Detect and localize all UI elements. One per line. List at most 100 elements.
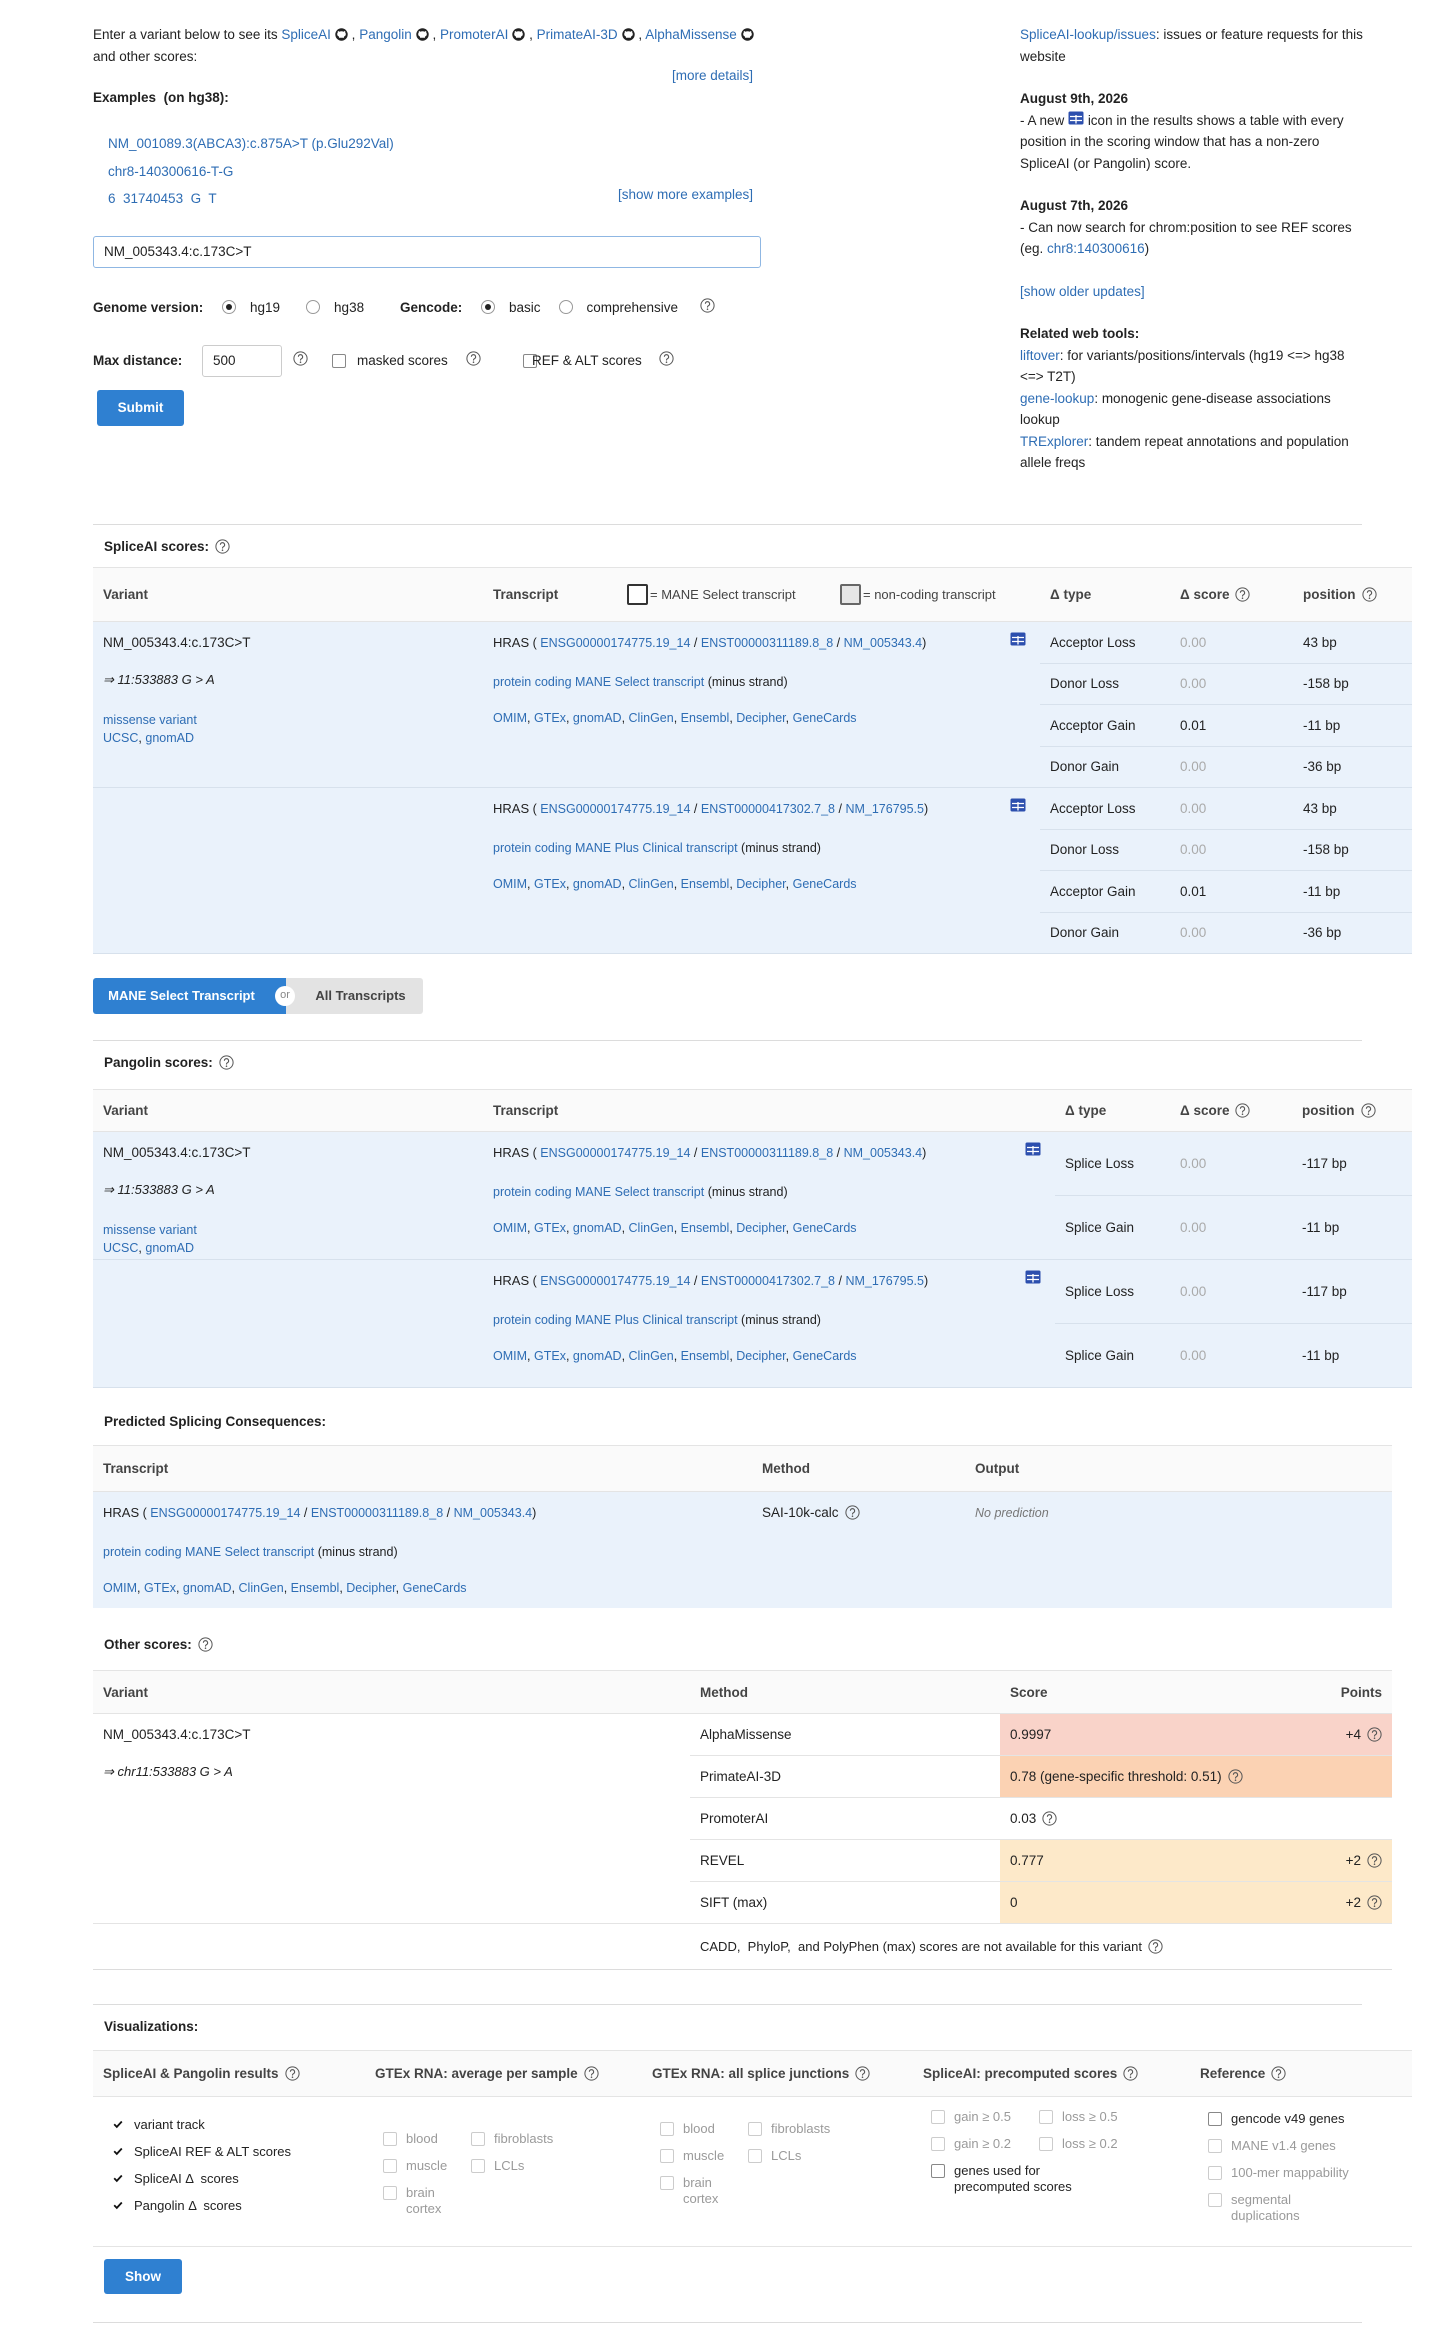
external-link[interactable]: OMIM [493, 1221, 528, 1235]
external-link[interactable]: Decipher [736, 711, 786, 725]
help-icon[interactable] [1360, 1103, 1376, 1118]
checkbox[interactable] [112, 2145, 125, 2158]
mane-tag[interactable]: MANE Select transcript [575, 675, 705, 689]
help-icon[interactable] [219, 1055, 234, 1070]
toggle-active[interactable]: MANE Select Transcript [93, 978, 286, 1014]
toggle-other[interactable]: All Transcripts [286, 978, 423, 1014]
update-link[interactable]: chr8:140300616 [1047, 241, 1145, 256]
external-link[interactable]: ClinGen [628, 1349, 674, 1363]
external-link[interactable]: GeneCards [792, 711, 857, 725]
external-link[interactable]: GeneCards [792, 1221, 857, 1235]
help-icon[interactable] [198, 1637, 213, 1652]
transcript-link[interactable]: NM_176795.5 [845, 1274, 924, 1288]
help-icon[interactable] [1228, 1769, 1243, 1784]
table-icon[interactable] [1010, 632, 1026, 646]
table-icon-button[interactable] [1010, 798, 1026, 815]
external-link[interactable]: Decipher [346, 1581, 396, 1595]
external-link[interactable]: Ensembl [680, 1349, 730, 1363]
tool-link[interactable]: PrimateAI-3D [536, 27, 618, 42]
variant-link[interactable]: UCSC [103, 1241, 139, 1255]
help-icon[interactable] [215, 539, 230, 554]
external-link[interactable]: GTEx [534, 711, 566, 725]
biotype[interactable]: protein coding [493, 841, 572, 855]
checkbox[interactable] [112, 2172, 125, 2185]
tool-link[interactable]: PromoterAI [440, 27, 509, 42]
external-link[interactable]: ClinGen [628, 1221, 674, 1235]
issues-link[interactable]: SpliceAI-lookup/issues [1020, 27, 1156, 42]
transcript-link[interactable]: NM_176795.5 [845, 802, 924, 816]
show-more-examples[interactable]: [show more examples] [617, 187, 753, 202]
show-older-updates[interactable]: [show older updates] [1020, 283, 1145, 299]
tool-link[interactable]: Pangolin [359, 27, 412, 42]
table-icon[interactable] [1010, 798, 1026, 812]
external-link[interactable]: ClinGen [628, 711, 674, 725]
external-link[interactable]: GTEx [534, 1221, 566, 1235]
biotype[interactable]: protein coding [493, 1185, 572, 1199]
transcript-link[interactable]: NM_005343.4 [843, 636, 923, 650]
help-icon[interactable] [1148, 1939, 1163, 1954]
help-icon[interactable] [1367, 1895, 1382, 1910]
related-link[interactable]: TRExplorer [1020, 433, 1089, 449]
radio[interactable] [481, 300, 495, 314]
related-link[interactable]: liftover [1020, 347, 1060, 363]
transcript-link[interactable]: ENST00000311189.8_8 [700, 636, 834, 650]
external-link[interactable]: GeneCards [792, 1349, 857, 1363]
transcript-link[interactable]: ENST00000417302.7_8 [700, 802, 835, 816]
external-link[interactable]: Decipher [736, 1349, 786, 1363]
more-details[interactable]: [more details] [671, 68, 753, 83]
transcript-link[interactable]: ENSG00000174775.19_14 [540, 802, 691, 816]
mane-tag[interactable]: MANE Select transcript [185, 1545, 315, 1559]
external-link[interactable]: OMIM [493, 1349, 528, 1363]
consequence-link[interactable]: missense variant [103, 1223, 197, 1237]
radio[interactable] [222, 300, 236, 314]
help-icon[interactable] [1123, 2066, 1138, 2081]
transcript-link[interactable]: ENST00000311189.8_8 [310, 1506, 444, 1520]
table-icon[interactable] [1025, 1142, 1041, 1156]
variant-link[interactable]: gnomAD [145, 731, 195, 745]
submit-button[interactable]: Submit [97, 390, 184, 426]
help-icon[interactable] [1042, 1811, 1057, 1826]
help-icon[interactable] [855, 2066, 870, 2081]
external-link[interactable]: GTEx [144, 1581, 176, 1595]
max-distance-input[interactable]: 500 [202, 345, 282, 377]
consequence-link[interactable]: missense variant [103, 713, 197, 727]
mane-tag[interactable]: MANE Plus Clinical transcript [575, 841, 738, 855]
radio[interactable] [558, 300, 573, 314]
external-link[interactable]: GeneCards [792, 877, 857, 891]
external-link[interactable]: OMIM [493, 711, 528, 725]
checkbox[interactable] [112, 2199, 125, 2212]
external-link[interactable]: gnomAD [182, 1581, 232, 1595]
biotype[interactable]: protein coding [493, 1313, 572, 1327]
table-icon-button[interactable] [1010, 632, 1026, 649]
external-link[interactable]: ClinGen [238, 1581, 284, 1595]
external-link[interactable]: Ensembl [290, 1581, 340, 1595]
tool-link[interactable]: AlphaMissense [645, 27, 737, 42]
help-icon[interactable] [700, 298, 715, 313]
example-link[interactable]: chr8-140300616-T-G [108, 163, 234, 179]
external-link[interactable]: Ensembl [680, 877, 730, 891]
help-icon[interactable] [1235, 587, 1251, 602]
external-link[interactable]: OMIM [103, 1581, 138, 1595]
transcript-link[interactable]: ENSG00000174775.19_14 [540, 636, 691, 650]
biotype[interactable]: protein coding [103, 1545, 182, 1559]
show-button[interactable]: Show [104, 2259, 182, 2294]
external-link[interactable]: GTEx [534, 877, 566, 891]
search-input[interactable]: NM_005343.4:c.173C>T [93, 236, 761, 268]
table-icon[interactable] [1025, 1270, 1041, 1284]
variant-link[interactable]: gnomAD [145, 1241, 195, 1255]
help-icon[interactable] [1235, 1103, 1251, 1118]
external-link[interactable]: GTEx [534, 1349, 566, 1363]
external-link[interactable]: Ensembl [680, 711, 730, 725]
table-icon-button[interactable] [1025, 1270, 1041, 1287]
external-link[interactable]: gnomAD [572, 1221, 622, 1235]
external-link[interactable]: gnomAD [572, 877, 622, 891]
external-link[interactable]: Decipher [736, 1221, 786, 1235]
transcript-link[interactable]: ENST00000417302.7_8 [700, 1274, 835, 1288]
transcript-link[interactable]: ENSG00000174775.19_14 [540, 1146, 691, 1160]
tool-link[interactable]: SpliceAI [281, 27, 331, 42]
radio[interactable] [306, 300, 321, 314]
variant-link[interactable]: UCSC [103, 731, 139, 745]
help-icon[interactable] [466, 351, 481, 366]
related-link[interactable]: gene-lookup [1020, 390, 1095, 406]
help-icon[interactable] [659, 351, 674, 366]
